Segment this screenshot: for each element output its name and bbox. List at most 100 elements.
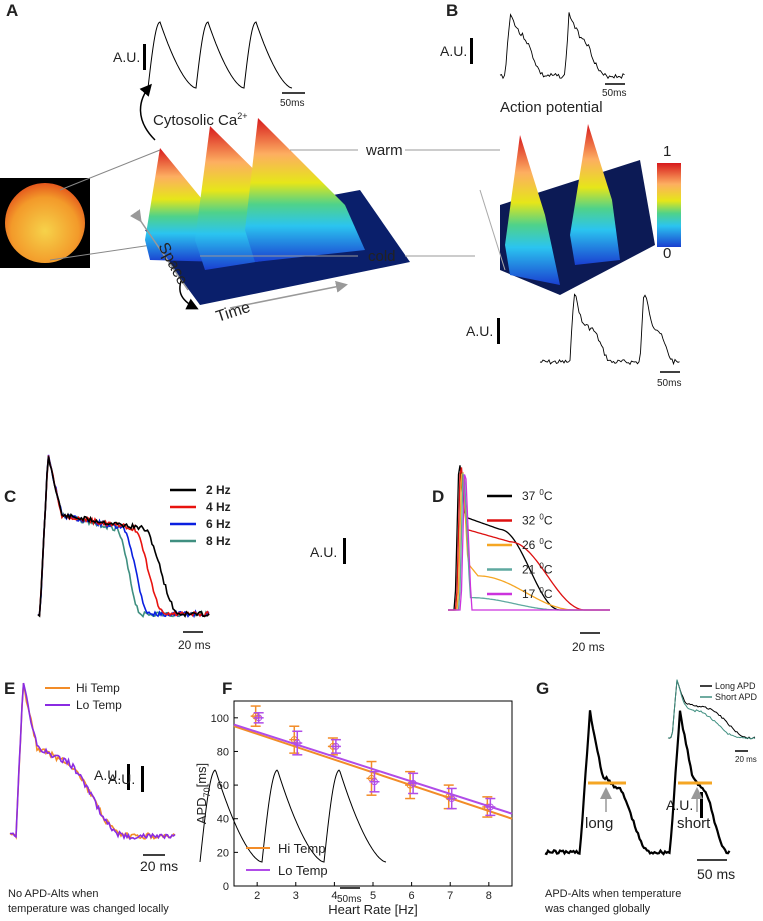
- point: [371, 778, 378, 786]
- time-label: 50ms: [337, 894, 361, 905]
- legend-label: 32 0C: [522, 513, 553, 528]
- legend-label: 21 0C: [522, 562, 553, 577]
- scale-bar: [497, 318, 500, 344]
- au-label: A.U.: [466, 323, 493, 339]
- legend-label: Hi Temp: [278, 841, 325, 856]
- caption: temperature was changed locally: [8, 903, 169, 915]
- scale-bar: [700, 792, 703, 818]
- x-tick-label: 2: [254, 890, 260, 902]
- y-axis-label: [ms]: [194, 763, 209, 788]
- legend-label: Hi Temp: [76, 681, 120, 695]
- scale-bar: [343, 538, 346, 564]
- y-tick-label: 60: [217, 780, 229, 792]
- legend-label: 17: [522, 587, 536, 601]
- annotation: long: [585, 815, 613, 832]
- trace: [539, 293, 680, 366]
- legend-label: C: [544, 538, 553, 552]
- annotation: warm: [365, 142, 403, 159]
- scale-bar: [141, 766, 144, 792]
- time-label: 50 ms: [697, 866, 735, 882]
- legend-label: 0: [539, 488, 544, 497]
- point: [486, 803, 494, 811]
- au-label: A.U.: [666, 797, 693, 813]
- scale-bar: [127, 764, 130, 790]
- point: [255, 714, 263, 722]
- y-axis-label: APD: [194, 797, 209, 824]
- fit-line: [233, 725, 513, 820]
- arrow: [139, 83, 156, 141]
- connector: [59, 149, 161, 191]
- time-label: 50ms: [280, 98, 304, 109]
- trace: [448, 474, 610, 611]
- au-label: A.U.: [310, 544, 337, 560]
- surface-ridge: [570, 124, 620, 265]
- panel-label: B: [446, 1, 458, 20]
- y-tick-label: 40: [217, 814, 229, 826]
- trace: [667, 679, 756, 740]
- y-tick-label: 80: [217, 746, 229, 758]
- panel-label: A: [6, 1, 18, 20]
- scale-bar: [470, 38, 473, 64]
- legend-label: 37: [522, 489, 536, 503]
- legend-label: 8 Hz: [206, 534, 231, 548]
- point: [332, 742, 340, 750]
- point: [293, 739, 301, 747]
- arrow: [229, 280, 348, 309]
- connector: [479, 189, 506, 271]
- scale-bar: [143, 44, 146, 70]
- y-tick-label: 20: [217, 847, 229, 859]
- y-tick-label: 100: [211, 713, 229, 725]
- time-label: 20 ms: [572, 640, 605, 654]
- annotation: short: [677, 815, 711, 832]
- au-label: A.U.: [108, 771, 135, 787]
- trace: [9, 682, 176, 841]
- legend-label: 17 0C: [522, 586, 553, 601]
- y-axis-label: APD70[ms]: [194, 763, 212, 824]
- trace: [667, 680, 756, 740]
- au-label: A.U.: [113, 49, 140, 65]
- legend-label: Long APD: [715, 681, 756, 691]
- cell-image: [5, 183, 85, 263]
- au-label: A.U.: [94, 767, 121, 783]
- x-tick-label: 4: [331, 890, 337, 902]
- legend-label: 0: [539, 562, 544, 571]
- time-label: 20 ms: [178, 638, 211, 652]
- time-label: 20 ms: [735, 755, 757, 764]
- legend-label: C: [544, 587, 553, 601]
- panel-label: F: [222, 679, 232, 698]
- trace: [37, 456, 210, 619]
- caption: was changed globally: [544, 903, 651, 915]
- caption: APD-Alts when temperature: [545, 888, 681, 900]
- trace: [199, 769, 387, 863]
- trace: [147, 21, 293, 89]
- legend-label: 2 Hz: [206, 483, 231, 497]
- trace: [544, 710, 731, 856]
- x-tick-label: 3: [293, 890, 299, 902]
- surface-ridge: [245, 118, 365, 262]
- annotation: Cytosolic Ca2+: [153, 111, 247, 129]
- panel-label: E: [4, 679, 15, 698]
- x-tick-label: 5: [370, 890, 376, 902]
- trace: [37, 456, 210, 618]
- panel-label: G: [536, 679, 549, 698]
- legend-label: 37 0C: [522, 488, 553, 503]
- colorbar-tick-label: 0: [663, 245, 671, 262]
- legend-label: C: [544, 514, 553, 528]
- legend-label: C: [544, 563, 553, 577]
- point: [448, 795, 456, 803]
- x-axis-label: Heart Rate [Hz]: [328, 902, 418, 917]
- time-label: 50ms: [602, 88, 626, 99]
- au-label: A.U.: [440, 43, 467, 59]
- legend-label: 4 Hz: [206, 500, 231, 514]
- panel-label: D: [432, 487, 444, 506]
- x-tick-label: 8: [486, 890, 492, 902]
- y-axis-label: 70: [202, 787, 212, 797]
- legend-label: 0: [539, 586, 544, 595]
- legend-label: 32: [522, 514, 536, 528]
- legend-label: Short APD: [715, 692, 758, 702]
- panel-label: C: [4, 487, 16, 506]
- legend-label: C: [544, 489, 553, 503]
- colorbar: [657, 163, 681, 247]
- colorbar-tick-label: 1: [663, 143, 671, 160]
- point: [409, 779, 417, 787]
